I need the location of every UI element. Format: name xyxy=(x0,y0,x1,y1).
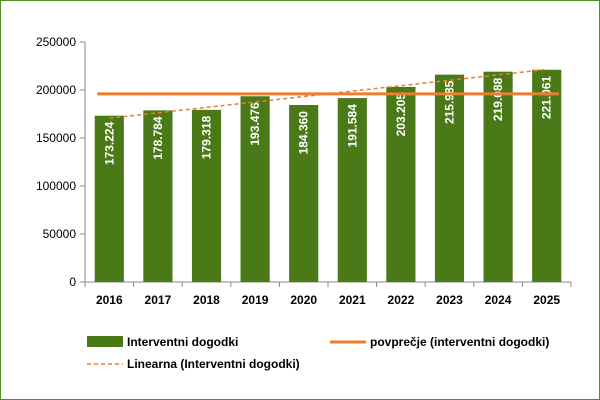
bar xyxy=(289,105,319,282)
data-label: 203.205 xyxy=(394,93,408,137)
x-tick-label: 2021 xyxy=(339,293,366,307)
x-tick-label: 2019 xyxy=(242,293,269,307)
bar xyxy=(337,98,367,282)
bar xyxy=(240,96,270,283)
bar xyxy=(532,69,562,283)
legend-label-trendline: Linearna (Interventni dogodki) xyxy=(127,357,300,371)
y-tick-label: 150000 xyxy=(36,131,76,145)
data-label: 173.224 xyxy=(102,121,116,165)
y-tick-label: 50000 xyxy=(43,227,77,241)
bar xyxy=(434,74,465,282)
bar xyxy=(94,115,124,283)
x-tick-label: 2016 xyxy=(96,293,123,307)
x-tick-label: 2025 xyxy=(533,293,560,307)
x-tick-label: 2023 xyxy=(436,293,463,307)
data-label: 215.985 xyxy=(443,80,457,124)
x-tick-label: 2022 xyxy=(388,293,415,307)
bar xyxy=(386,86,416,282)
data-label: 219.088 xyxy=(491,77,505,121)
x-tick-label: 2020 xyxy=(290,293,317,307)
data-label: 178.784 xyxy=(151,116,165,160)
x-tick-label: 2018 xyxy=(193,293,220,307)
bar xyxy=(143,110,173,282)
y-tick-label: 100000 xyxy=(36,179,76,193)
data-label: 184.360 xyxy=(297,111,311,155)
bar xyxy=(191,109,222,282)
legend-label-bars: Interventni dogodki xyxy=(127,335,238,349)
data-label: 221.061 xyxy=(540,75,554,119)
y-tick-label: 200000 xyxy=(36,83,76,97)
legend-label-average: povprečje (interventni dogodki) xyxy=(370,335,549,349)
x-tick-label: 2017 xyxy=(145,293,172,307)
plot-area: 0 50000 100000 150000 200000 250000 2016 173.22… xyxy=(36,35,572,307)
data-label: 179.318 xyxy=(200,116,214,160)
y-tick-label: 250000 xyxy=(36,35,76,49)
y-tick-label: 0 xyxy=(69,275,76,289)
bar xyxy=(483,71,513,282)
data-label: 191.584 xyxy=(345,104,359,148)
data-label: 193.476 xyxy=(248,102,262,146)
legend: Interventni dogodki povprečje (intervent… xyxy=(87,335,549,371)
x-tick-label: 2024 xyxy=(485,293,512,307)
legend-swatch-bars xyxy=(87,336,123,347)
trendline xyxy=(109,68,547,119)
